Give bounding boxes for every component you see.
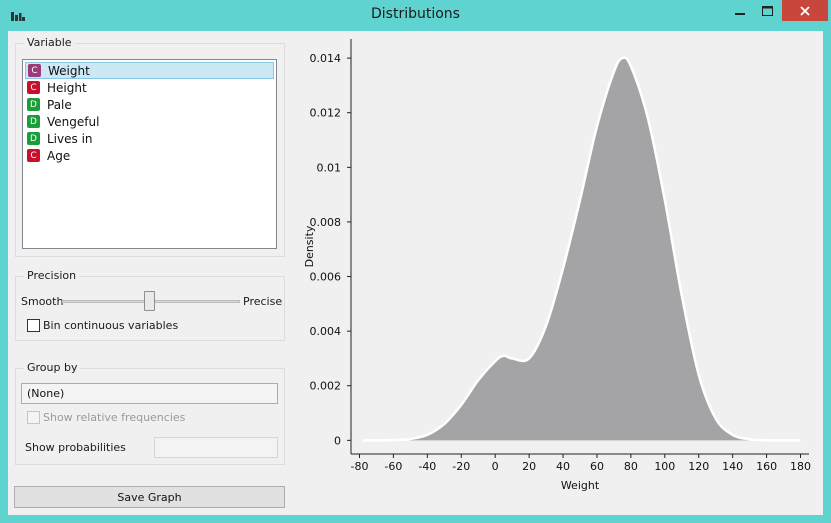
y-tick-label: 0.008 — [310, 216, 342, 229]
x-tick-label: 180 — [790, 460, 811, 473]
y-tick-label: 0.002 — [310, 380, 342, 393]
minimize-icon — [735, 12, 745, 15]
maximize-icon — [761, 5, 773, 16]
x-tick-label: 140 — [722, 460, 743, 473]
variable-name: Vengeful — [47, 114, 100, 129]
x-tick-label: 40 — [556, 460, 570, 473]
x-axis-label: Weight — [561, 479, 600, 492]
variable-list-item[interactable]: D Vengeful — [25, 113, 274, 130]
variable-name: Age — [47, 148, 71, 163]
show-probabilities-label: Show probabilities — [25, 441, 126, 454]
bin-continuous-label[interactable]: Bin continuous variables — [43, 319, 179, 332]
x-tick-label: 20 — [522, 460, 536, 473]
y-tick-label: 0.01 — [317, 161, 342, 174]
variable-type-badge: D — [27, 98, 40, 111]
variable-type-badge: C — [28, 64, 41, 77]
y-tick-label: 0 — [334, 434, 341, 447]
x-tick-label: 60 — [590, 460, 604, 473]
density-curve — [362, 56, 801, 442]
minimize-button[interactable] — [722, 0, 758, 21]
distribution-chart: 0 0.002 0.004 0.006 0.008 0.01 0.012 0.014 -80 -6… — [303, 39, 811, 492]
y-tick-label: 0.004 — [310, 325, 342, 338]
show-probabilities-combo[interactable] — [154, 437, 278, 458]
variable-group: Variable — [15, 36, 285, 257]
variable-list[interactable]: C Weight C Height D Pale D Vengeful D Lives in C Ag… — [22, 59, 277, 249]
close-button[interactable] — [782, 0, 828, 21]
group-by-combo[interactable]: (None) — [21, 383, 278, 404]
precision-group-label: Precision — [24, 269, 80, 282]
bar-chart-icon — [11, 12, 25, 21]
variable-list-item[interactable]: D Pale — [25, 96, 274, 113]
group-by-group-label: Group by — [24, 361, 81, 374]
variable-name: Height — [47, 80, 87, 95]
variable-name: Weight — [48, 63, 90, 78]
y-tick-label: 0.006 — [310, 271, 342, 284]
x-tick-label: 80 — [624, 460, 638, 473]
relative-frequencies-label[interactable]: Show relative frequencies — [43, 411, 186, 424]
precision-group: Precision — [15, 269, 285, 341]
x-tick-label: 120 — [688, 460, 709, 473]
variable-list-item[interactable]: C Age — [25, 147, 274, 164]
group-by-combo-value: (None) — [27, 387, 65, 400]
variable-list-item[interactable]: C Height — [25, 79, 274, 96]
variable-name: Lives in — [47, 131, 93, 146]
variable-list-item[interactable]: C Weight — [25, 62, 274, 79]
y-tick-label: 0.014 — [310, 52, 342, 65]
variable-type-badge: C — [27, 149, 40, 162]
title-bar[interactable]: Distributions — [0, 0, 831, 32]
smooth-label: Smooth — [21, 295, 64, 308]
x-tick-label: 160 — [756, 460, 777, 473]
variable-group-label: Variable — [24, 36, 75, 49]
close-icon — [800, 5, 810, 16]
x-tick-label: 0 — [492, 460, 499, 473]
widget-client-area: Variable C Weight C Height D Pale D Vengeful D Li… — [8, 31, 823, 515]
variable-list-item[interactable]: D Lives in — [25, 130, 274, 147]
variable-name: Pale — [47, 97, 72, 112]
x-tick-label: -40 — [418, 460, 436, 473]
y-tick-label: 0.012 — [310, 107, 342, 120]
x-tick-label: 100 — [654, 460, 675, 473]
x-tick-label: -20 — [452, 460, 470, 473]
density-area — [362, 57, 801, 441]
precise-label: Precise — [243, 295, 283, 308]
x-tick-label: -80 — [350, 460, 368, 473]
precision-slider-handle[interactable] — [144, 291, 155, 311]
variable-type-badge: D — [27, 132, 40, 145]
group-by-group: Group by — [15, 361, 285, 465]
save-graph-button[interactable]: Save Graph — [14, 486, 285, 508]
bin-continuous-checkbox[interactable] — [27, 319, 40, 332]
variable-type-badge: D — [27, 115, 40, 128]
variable-type-badge: C — [27, 81, 40, 94]
window-title: Distributions — [371, 6, 460, 22]
relative-frequencies-checkbox[interactable] — [27, 411, 40, 424]
y-axis-label: Density — [303, 225, 316, 267]
maximize-button[interactable] — [749, 0, 785, 21]
x-tick-label: -60 — [384, 460, 402, 473]
